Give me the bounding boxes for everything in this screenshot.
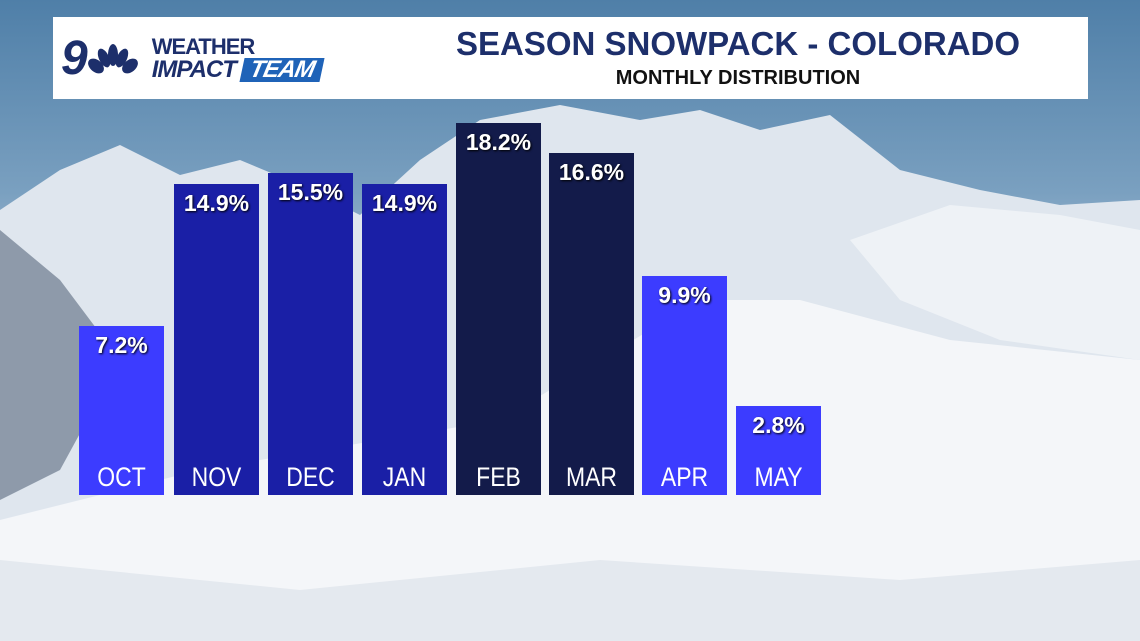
title-banner: 9 WEATHER IMPACT TEAM SEASON SNOWPACK - C… <box>53 17 1088 99</box>
data-label: 15.5% <box>277 179 344 205</box>
logo-impact: IMPACT <box>151 56 237 83</box>
bar-apr: 9.9% APR <box>642 276 727 495</box>
logo-weather: WEATHER <box>151 34 256 59</box>
category-label: NOV <box>191 462 242 492</box>
category-label: OCT <box>97 462 146 492</box>
chart-subtitle: MONTHLY DISTRIBUTION <box>615 67 861 89</box>
bar-dec: 15.5% DEC <box>268 173 353 495</box>
logo-nine: 9 <box>61 32 88 85</box>
data-label: 16.6% <box>558 159 625 185</box>
peacock-icon <box>87 44 138 74</box>
data-label: 2.8% <box>752 412 805 438</box>
data-label: 18.2% <box>465 129 532 155</box>
bar-jan: 14.9% JAN <box>362 184 447 495</box>
category-label: MAY <box>754 462 803 492</box>
bar-feb: 18.2% FEB <box>456 123 541 495</box>
data-label: 7.2% <box>95 332 148 358</box>
data-label: 9.9% <box>658 282 711 308</box>
station-logo: 9 WEATHER IMPACT TEAM <box>61 32 325 85</box>
data-label: 14.9% <box>183 190 250 216</box>
bar-nov: 14.9% NOV <box>174 184 259 495</box>
chart-title: SEASON SNOWPACK - COLORADO <box>455 25 1021 62</box>
category-label: APR <box>660 462 709 492</box>
bar-oct: 7.2% OCT <box>79 326 164 495</box>
category-label: DEC <box>286 462 335 492</box>
category-label: JAN <box>382 462 427 492</box>
category-label: FEB <box>476 462 521 492</box>
category-label: MAR <box>566 462 617 492</box>
data-label: 14.9% <box>371 190 438 216</box>
bar-mar: 16.6% MAR <box>549 153 634 495</box>
bar-may: 2.8% MAY <box>736 406 821 495</box>
